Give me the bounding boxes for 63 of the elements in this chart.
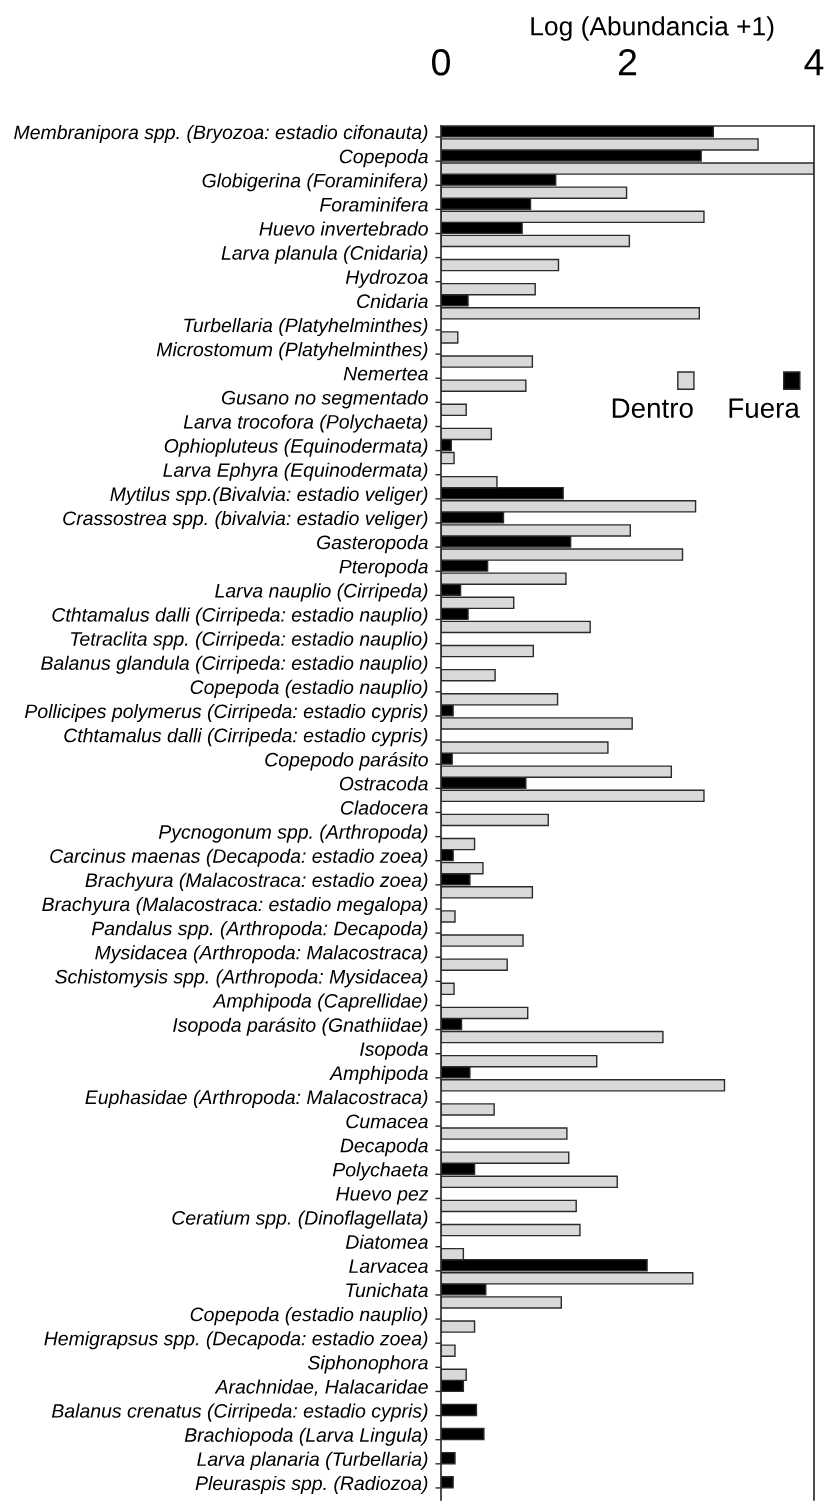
x-tick-label: 4 <box>804 49 824 76</box>
y-tick-label: Schistomysis spp. (Arthropoda: Mysidacea) <box>55 969 428 988</box>
y-tick-label: Larva Ephyra (Equinodermata) <box>163 462 428 481</box>
y-tick-label: Balanus glandula (Cirripeda: estadio nauplio) <box>41 655 428 674</box>
y-tick-label: Balanus crenatus (Cirripeda: estadio cypris) <box>51 1403 428 1422</box>
y-tick-label: Mysidacea (Arthropoda: Malacostraca) <box>95 945 428 964</box>
y-tick-label: Pleuraspis spp. (Radiozoa) <box>195 1475 428 1495</box>
y-tick-label: Brachyura (Malacostraca: estadio megalopa) <box>42 896 428 916</box>
y-tick-label: Cnidaria <box>357 293 428 309</box>
y-tick-label: Brachyura (Malacostraca: estadio zoea) <box>85 872 428 891</box>
y-tick-label: Pandalus spp. (Arthropoda: Decapoda) <box>91 921 428 940</box>
legend-label: Fuera <box>729 398 800 418</box>
y-tick-label: Ostracoda <box>339 776 428 791</box>
y-tick-label: Globigerina (Foraminifera) <box>202 173 428 192</box>
y-tick-label: Foraminifera <box>319 197 428 212</box>
y-tick-label: Isopoda parásito (Gnathiidae) <box>173 1017 428 1036</box>
y-tick-label: Huevo pez <box>336 1187 429 1205</box>
x-tick-label: 0 <box>432 48 450 76</box>
y-tick-label: Larva nauplio (Cirripeda) <box>215 583 428 602</box>
y-tick-label: Amphipoda <box>329 1065 428 1084</box>
y-tick-label: Brachiopoda (Larva Lingula) <box>184 1427 428 1446</box>
y-tick-label: Ceratium spp. (Dinoflagellata) <box>172 1210 428 1229</box>
x-axis-title: Log (Abundancia +1) <box>531 16 774 41</box>
y-tick-label: Tetraclita spp. (Cirripeda: estadio nauplio) <box>71 631 428 650</box>
y-tick-label: Cthtamalus dalli (Cirripeda: estadio nauplio) <box>52 607 428 626</box>
y-tick-label: Carcinus maenas (Decapoda: estadio zoea) <box>50 848 428 867</box>
y-tick-label: Copepoda (estadio nauplio) <box>190 679 428 698</box>
x-tick-label: 2 <box>618 48 637 76</box>
y-tick-label: Larva planaria (Turbellaria) <box>197 1451 428 1470</box>
y-tick-label: Pycnogonum spp. (Arthropoda) <box>158 824 428 843</box>
y-tick-label: Hemigrapsus spp. (Decapoda: estadio zoea) <box>44 1331 428 1350</box>
y-tick-label: Microstomum (Platyhelminthes) <box>156 342 428 361</box>
y-tick-label: Pollicipes polymerus (Cirripeda: estadio cypris) <box>24 703 428 723</box>
y-tick-label: Membranipora spp. (Bryozoa: estadio cifonauta) <box>14 124 428 144</box>
y-tick-label: Larva trocofora (Polychaeta) <box>183 414 428 433</box>
y-tick-label: Copepodo parásito <box>265 752 428 771</box>
y-tick-label: Siphonophora <box>307 1355 428 1374</box>
y-tick-label: Larvacea <box>349 1259 428 1274</box>
y-tick-label: Arachnidae, Halacaridae <box>214 1379 428 1396</box>
y-tick-label: Ophiopluteus (Equinodermata) <box>164 438 428 457</box>
y-tick-label: Polychaeta <box>332 1162 428 1181</box>
y-tick-label: Mytilus spp.(Bivalvia: estadio veliger) <box>110 486 428 505</box>
y-tick-label: Diatomea <box>345 1234 428 1249</box>
y-tick-label: Turbellaria (Platyhelminthes) <box>184 317 428 337</box>
y-tick-label: Amphipoda (Caprellidae) <box>212 993 428 1012</box>
y-tick-label: Cthtamalus dalli (Cirripeda: estadio cypris) <box>64 728 428 747</box>
y-tick-label: Tunichata <box>346 1282 428 1298</box>
y-tick-label: Nemertea <box>343 366 428 381</box>
y-tick-label: Huevo invertebrado <box>259 221 428 236</box>
y-tick-label: Euphasidae (Arthropoda: Malacostraca) <box>85 1089 428 1109</box>
y-tick-label: Pteropoda <box>339 559 428 578</box>
y-tick-label: Crassostrea spp. (bivalvia: estadio veliger) <box>63 510 428 530</box>
y-tick-label: Larva planula (Cnidaria) <box>221 245 428 264</box>
y-tick-label: Isopoda <box>360 1041 428 1060</box>
y-tick-label: Cumacea <box>346 1114 428 1129</box>
y-tick-label: Hydrozoa <box>345 269 428 288</box>
legend-label: Dentro <box>612 398 693 418</box>
y-tick-label: Copepoda <box>339 149 428 168</box>
y-tick-label: Decapoda <box>340 1138 428 1157</box>
y-tick-label: Cladocera <box>340 800 428 815</box>
y-tick-label: Gusano no segmentado <box>221 390 428 409</box>
y-tick-label: Gasteropoda <box>317 535 428 554</box>
y-tick-label: Copepoda (estadio nauplio) <box>190 1307 428 1326</box>
